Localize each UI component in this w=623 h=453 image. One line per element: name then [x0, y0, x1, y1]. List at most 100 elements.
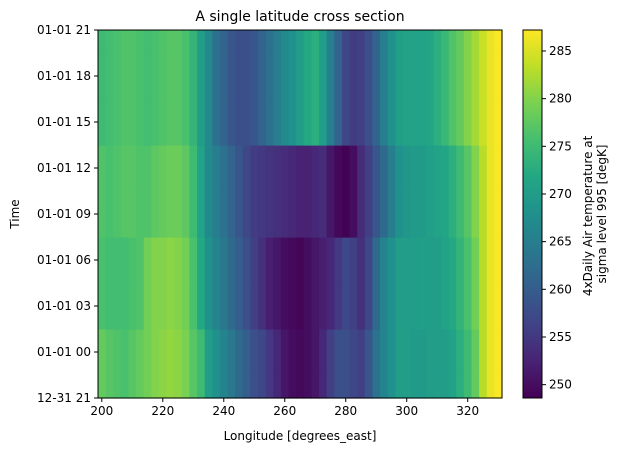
heatmap-cell: [341, 145, 351, 192]
heatmap-cell: [120, 329, 130, 376]
heatmap-cell: [136, 375, 145, 399]
heatmap-cell: [113, 53, 122, 100]
heatmap-cell: [128, 53, 137, 100]
heatmap-cell: [494, 30, 503, 54]
heatmap-cell: [372, 191, 381, 238]
heatmap-cell: [197, 329, 206, 376]
heatmap-cell: [456, 145, 465, 192]
heatmap-cell: [288, 375, 297, 399]
heatmap-cell: [341, 375, 351, 399]
heatmap-cell: [395, 99, 404, 146]
heatmap-cell: [98, 237, 107, 284]
heatmap-cell: [174, 145, 183, 192]
heatmap-cell: [273, 375, 282, 399]
heatmap-cell: [334, 53, 343, 100]
heatmap-cell: [204, 283, 213, 330]
heatmap-cell: [349, 53, 358, 100]
heatmap-cell: [280, 375, 290, 399]
heatmap-cell: [471, 283, 480, 330]
heatmap-cell: [319, 191, 328, 238]
heatmap-cell: [357, 53, 366, 100]
heatmap-cell: [280, 53, 290, 100]
heatmap-cell: [197, 53, 206, 100]
heatmap-cell: [265, 145, 274, 192]
heatmap-cell: [235, 283, 244, 330]
heatmap-cell: [357, 329, 366, 376]
colorbar-label-line-2: sigma level 995 [degK]: [595, 145, 609, 284]
colorbar: [523, 30, 542, 398]
heatmap-cell: [486, 283, 495, 330]
heatmap-cell: [486, 99, 495, 146]
heatmap-cell: [463, 375, 473, 399]
heatmap-cell: [303, 145, 313, 192]
heatmap-cell: [494, 375, 503, 399]
heatmap-cell: [380, 53, 389, 100]
heatmap-cell: [479, 30, 488, 54]
colorbar-tick-label: 275: [549, 139, 572, 153]
heatmap-cell: [486, 375, 495, 399]
heatmap-cell: [105, 145, 114, 192]
heatmap-cell: [250, 237, 259, 284]
heatmap-cell: [166, 145, 175, 192]
heatmap-cell: [250, 375, 259, 399]
heatmap-cell: [296, 237, 305, 284]
colorbar-tick-label: 270: [549, 187, 572, 201]
heatmap-cell: [463, 30, 473, 54]
heatmap-cell: [463, 329, 473, 376]
heatmap-cell: [242, 53, 252, 100]
heatmap-cell: [341, 30, 351, 54]
heatmap-cell: [395, 329, 404, 376]
heatmap-cell: [227, 99, 236, 146]
heatmap-cell: [326, 329, 335, 376]
heatmap-cell: [441, 375, 450, 399]
heatmap-cell: [349, 283, 358, 330]
heatmap-cell: [105, 283, 114, 330]
heatmap-cell: [418, 237, 427, 284]
heatmap-cell: [441, 145, 450, 192]
heatmap-cell: [174, 99, 183, 146]
heatmap-cell: [334, 99, 343, 146]
heatmap-cell: [128, 375, 137, 399]
heatmap-cell: [387, 99, 396, 146]
heatmap-cell: [402, 145, 412, 192]
heatmap-cell: [410, 237, 419, 284]
heatmap-cell: [250, 145, 259, 192]
heatmap-cell: [456, 237, 465, 284]
heatmap-cell: [212, 375, 221, 399]
heatmap-cell: [387, 329, 396, 376]
heatmap-cell: [349, 191, 358, 238]
heatmap-cell: [311, 237, 320, 284]
heatmap-cell: [479, 191, 488, 238]
heatmap-cell: [181, 99, 191, 146]
heatmap-cell: [120, 30, 130, 54]
heatmap-cell: [387, 53, 396, 100]
heatmap-cell: [273, 283, 282, 330]
heatmap-cell: [319, 53, 328, 100]
heatmap-cell: [326, 145, 335, 192]
heatmap-cell: [372, 329, 381, 376]
x-tick-label: 220: [151, 404, 174, 418]
heatmap-cell: [189, 329, 198, 376]
heatmap-cell: [418, 191, 427, 238]
heatmap-cell: [341, 237, 351, 284]
heatmap-cell: [349, 237, 358, 284]
heatmap-cell: [494, 53, 503, 100]
heatmap-cell: [303, 237, 313, 284]
heatmap-cell: [341, 283, 351, 330]
heatmap-cell: [204, 237, 213, 284]
heatmap-cell: [158, 283, 168, 330]
colorbar-ticks: 250 255 260 265 270 275 280 285: [542, 44, 572, 392]
heatmap-cell: [425, 145, 434, 192]
heatmap-cell: [410, 145, 419, 192]
heatmap-cell: [265, 99, 274, 146]
heatmap-cell: [204, 53, 213, 100]
heatmap-cell: [425, 375, 434, 399]
heatmap-cell: [334, 375, 343, 399]
heatmap-cell: [204, 191, 213, 238]
heatmap-cell: [280, 99, 290, 146]
heatmap-cell: [463, 283, 473, 330]
heatmap-cell: [471, 145, 480, 192]
heatmap-cell: [136, 191, 145, 238]
heatmap-cell: [288, 329, 297, 376]
